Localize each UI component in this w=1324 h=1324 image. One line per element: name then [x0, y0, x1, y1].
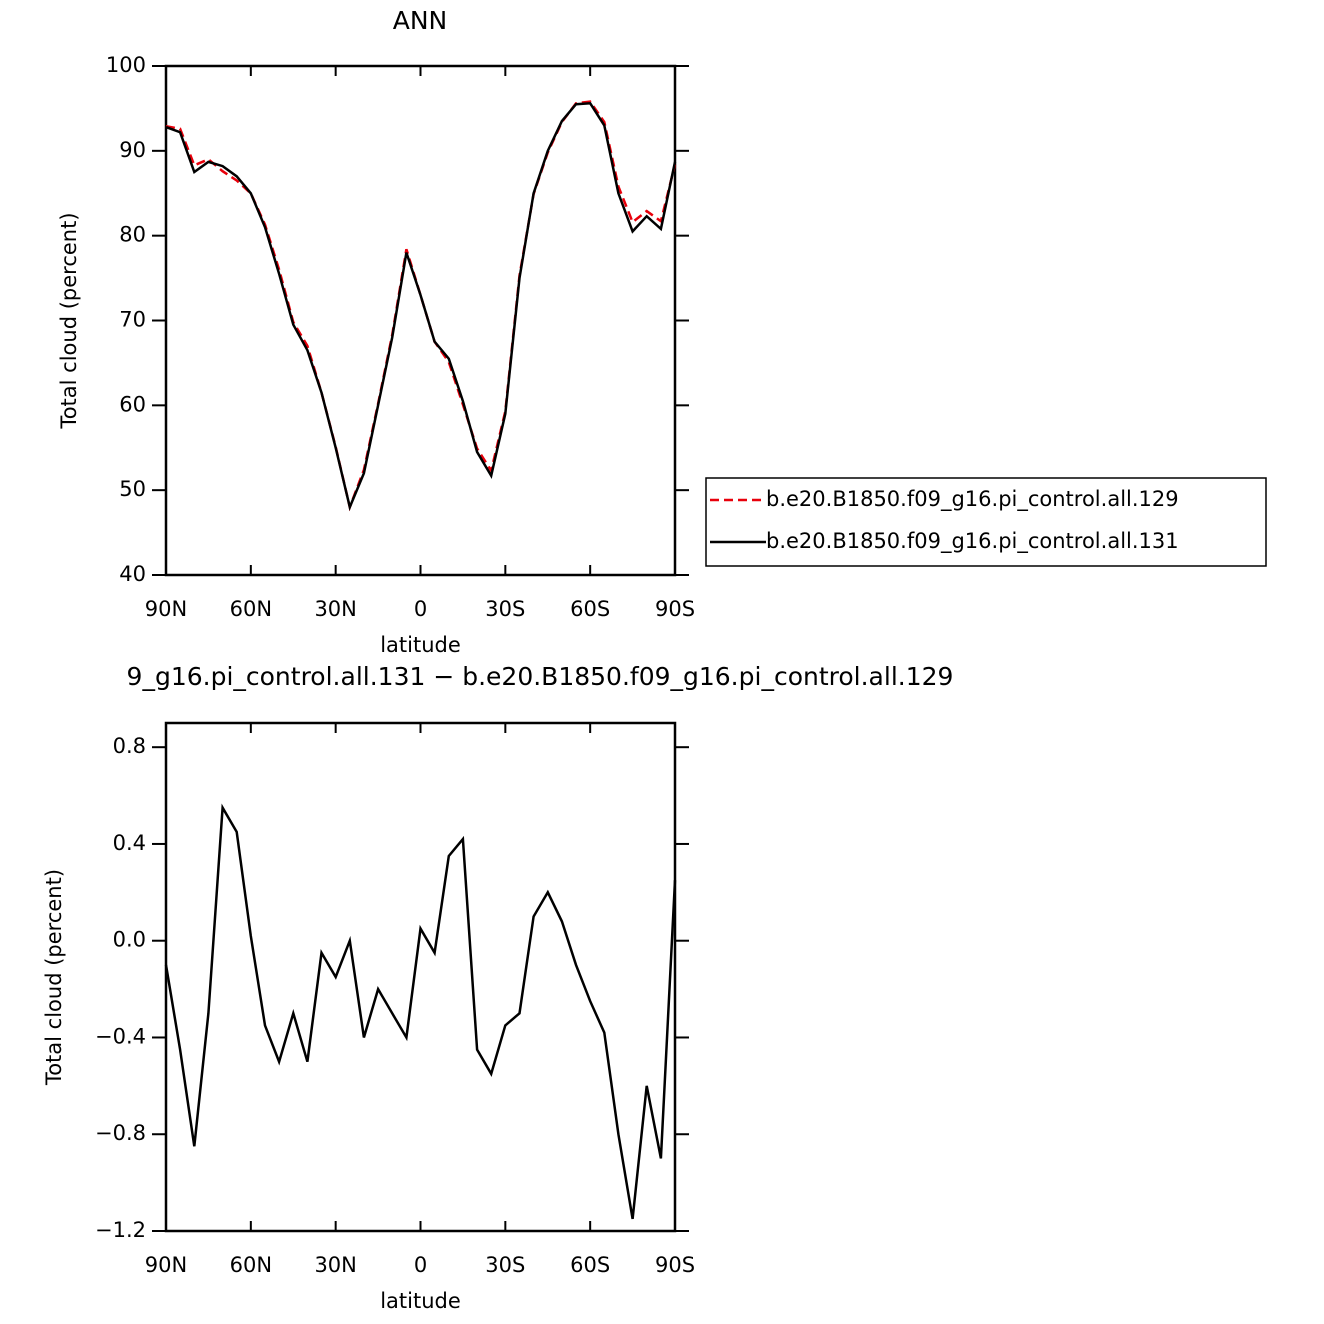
y-tick-label: −1.2	[95, 1218, 146, 1242]
y-tick-label: −0.4	[95, 1024, 146, 1048]
y-tick-label: −0.8	[95, 1121, 146, 1145]
x-tick-label: 60N	[230, 1253, 272, 1277]
x-tick-label: 90N	[145, 1253, 187, 1277]
x-tick-label: 30N	[314, 597, 356, 621]
legend-label: b.e20.B1850.f09_g16.pi_control.all.131	[766, 529, 1179, 554]
chart-title: ANN	[393, 6, 448, 35]
legend-label: b.e20.B1850.f09_g16.pi_control.all.129	[766, 487, 1179, 512]
x-tick-label: 60S	[570, 597, 610, 621]
data-line	[164, 803, 677, 1220]
y-tick-label: 60	[119, 392, 146, 416]
x-tick-label: 30S	[485, 1253, 525, 1277]
y-tick-label: 0.8	[113, 734, 146, 758]
y-tick-label: 80	[119, 223, 146, 247]
chart-title: 9_g16.pi_control.all.131 − b.e20.B1850.f…	[127, 662, 954, 691]
legend-box	[705, 477, 1267, 567]
y-axis-label: Total cloud (percent)	[42, 869, 66, 1086]
plot-frame	[164, 721, 677, 1233]
y-tick-label: 90	[119, 138, 146, 162]
data-line	[165, 100, 677, 512]
x-tick-label: 60N	[230, 597, 272, 621]
x-tick-label: 0	[414, 1253, 427, 1277]
y-tick-label: 50	[119, 477, 146, 501]
x-tick-label: 90S	[655, 1253, 695, 1277]
plot-frame	[164, 64, 677, 577]
y-tick-label: 0.4	[113, 831, 146, 855]
x-tick-label: 90S	[655, 597, 695, 621]
x-tick-label: 30S	[485, 597, 525, 621]
x-tick-label: 90N	[145, 597, 187, 621]
x-tick-label: 60S	[570, 1253, 610, 1277]
data-line	[165, 102, 677, 512]
y-tick-label: 40	[119, 562, 146, 586]
x-axis-label: latitude	[380, 1289, 461, 1313]
y-tick-label: 70	[119, 308, 146, 332]
x-tick-label: 30N	[314, 1253, 356, 1277]
x-axis-label: latitude	[380, 633, 461, 657]
y-tick-label: 0.0	[113, 928, 146, 952]
y-axis-label: Total cloud (percent)	[57, 212, 81, 429]
x-tick-label: 0	[414, 597, 427, 621]
y-tick-label: 100	[106, 53, 146, 77]
